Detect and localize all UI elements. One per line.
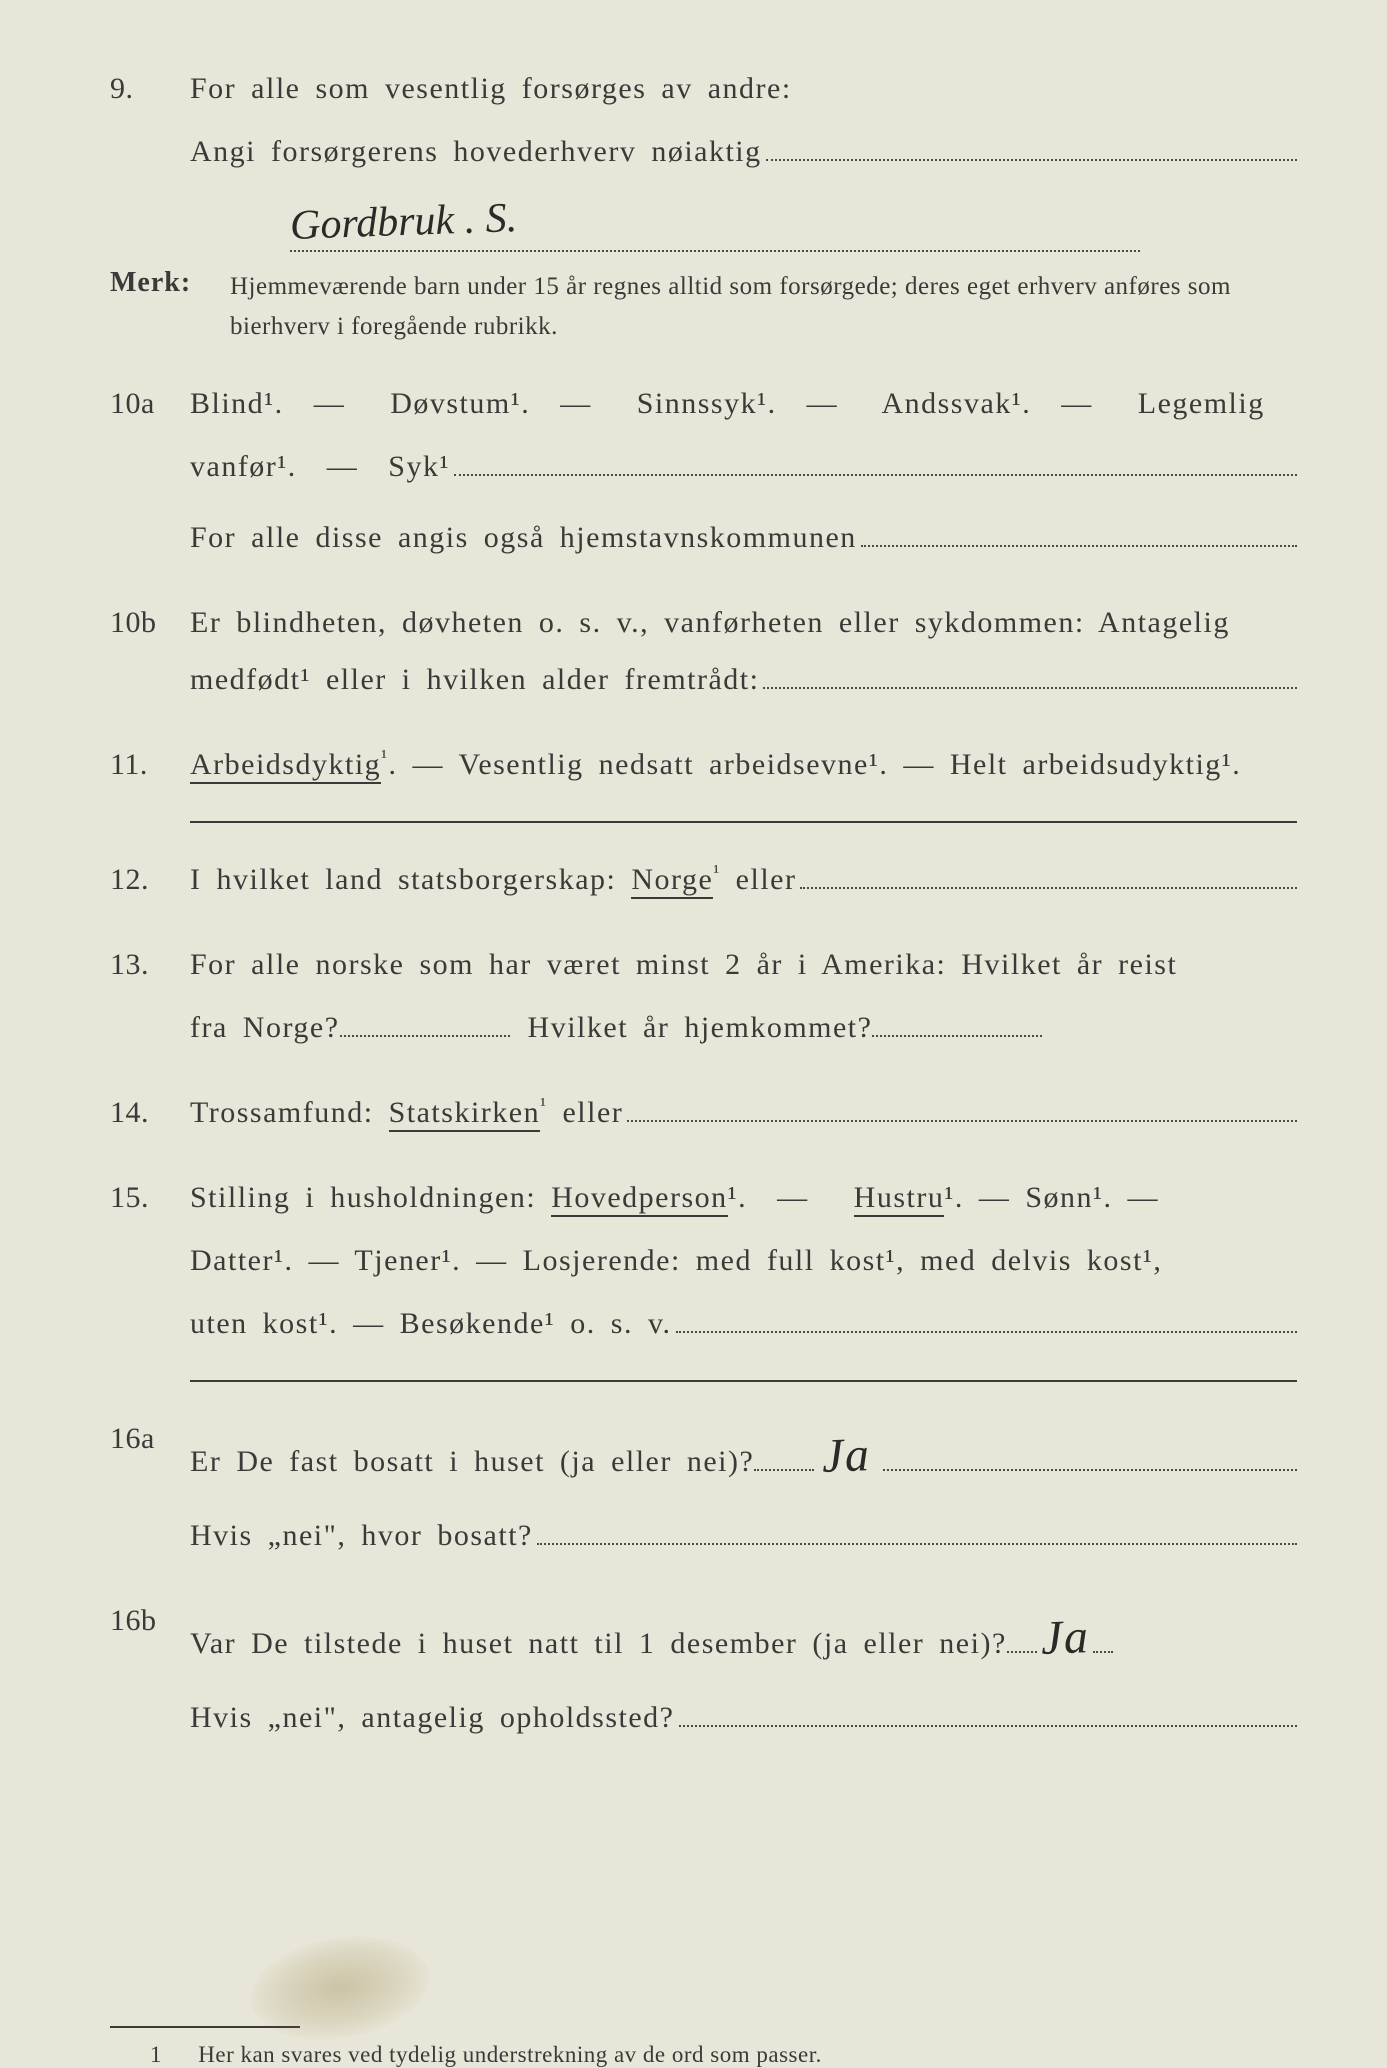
q15-content: Stilling i husholdningen: Hovedperson ¹. … (190, 1169, 1297, 1352)
question-13: 13. For alle norske som har været minst … (110, 936, 1297, 1056)
question-10b: 10b Er blindheten, døvheten o. s. v., va… (110, 594, 1297, 708)
q10b-number: 10b (110, 594, 190, 708)
q10a-opt-blind: Blind¹. (190, 387, 284, 420)
question-12: 12. I hvilket land statsborgerskap: Norg… (110, 851, 1297, 908)
q14-content: Trossamfund: Statskirken¹ eller (190, 1084, 1297, 1141)
q11-opt-arbeidsdyktig: Arbeidsdyktig (190, 748, 381, 784)
q16a-answer-ja: Ja (821, 1409, 872, 1502)
q14-fill (627, 1091, 1297, 1123)
q11-rest: . — Vesentlig nedsatt arbeidsevne¹. — He… (389, 748, 1242, 781)
q10a-line2: For alle disse angis også hjemstavnskomm… (190, 509, 857, 566)
q16b-q1: Var De tilstede i huset natt til 1 desem… (190, 1615, 1007, 1672)
q9-handwritten-answer: Gordbruk . S. (290, 198, 1140, 252)
question-16b: 16b Var De tilstede i huset natt til 1 d… (110, 1592, 1297, 1746)
q12-pre: I hvilket land statsborgerskap: (190, 863, 631, 896)
merk-text: Hjemmeværende barn under 15 år regnes al… (230, 267, 1297, 347)
q10a-opt-vanfor-syk: vanfør¹. — Syk¹ (190, 438, 450, 495)
q14-number: 14. (110, 1084, 190, 1141)
q12-line: I hvilket land statsborgerskap: Norge¹ e… (190, 851, 796, 908)
q13-fill-2 (872, 1004, 1042, 1037)
q16b-number: 16b (110, 1592, 190, 1746)
q11-content: Arbeidsdyktig¹. — Vesentlig nedsatt arbe… (190, 736, 1297, 793)
q16a-q2: Hvis „nei", hvor bosatt? (190, 1507, 533, 1564)
q13-content: For alle norske som har været minst 2 år… (190, 936, 1297, 1056)
q14-line: Trossamfund: Statskirken¹ eller (190, 1084, 623, 1141)
question-16a: 16a Er De fast bosatt i huset (ja eller … (110, 1410, 1297, 1564)
q16b-fill-2 (679, 1696, 1298, 1728)
q10b-text-1: Er blindheten, døvheten o. s. v., vanfør… (190, 606, 1230, 639)
q10b-fill (763, 658, 1297, 690)
q16b-content: Var De tilstede i huset natt til 1 desem… (190, 1592, 1297, 1746)
divider-1 (190, 821, 1297, 823)
merk-label: Merk: (110, 267, 230, 347)
paper-stain (243, 1924, 438, 2054)
q15-number: 15. (110, 1169, 190, 1352)
q10a-opt-legemlig: Legemlig (1138, 387, 1265, 420)
question-9: 9. For alle som vesentlig forsørges av a… (110, 60, 1297, 180)
q15-pre: Stilling i husholdningen: (190, 1181, 551, 1214)
q13-fill-1 (340, 1004, 510, 1037)
q10b-content: Er blindheten, døvheten o. s. v., vanfør… (190, 594, 1297, 708)
footnote-text: Her kan svares ved tydelig understreknin… (198, 2042, 822, 2067)
census-form-page: 9. For alle som vesentlig forsørges av a… (110, 60, 1297, 2068)
q14-post: eller (562, 1096, 623, 1129)
question-14: 14. Trossamfund: Statskirken¹ eller (110, 1084, 1297, 1141)
q12-number: 12. (110, 851, 190, 908)
divider-2 (190, 1380, 1297, 1382)
q9-dotted-fill (766, 130, 1297, 162)
q12-content: I hvilket land statsborgerskap: Norge¹ e… (190, 851, 1297, 908)
q14-pre: Trossamfund: (190, 1096, 389, 1129)
q15-opt-hustru: Hustru (854, 1181, 945, 1217)
q16a-fill-1b (883, 1440, 1297, 1472)
q10a-fill-1 (454, 445, 1297, 477)
q16b-answer-ja: Ja (1039, 1591, 1090, 1684)
q9-content: For alle som vesentlig forsørges av andr… (190, 60, 1297, 180)
q12-fill (800, 858, 1297, 890)
q16a-fill-1a (754, 1438, 814, 1471)
q15-rest1: ¹. — Sønn¹. — (944, 1181, 1159, 1214)
q16a-number: 16a (110, 1410, 190, 1564)
q13-line1: For alle norske som har været minst 2 år… (190, 936, 1297, 993)
q10a-content: Blind¹. — Døvstum¹. — Sinnssyk¹. — Andss… (190, 375, 1297, 566)
q16b-fill-1a (1007, 1620, 1037, 1653)
q10a-options: Blind¹. — Døvstum¹. — Sinnssyk¹. — Andss… (190, 375, 1297, 432)
q14-sup: ¹ (540, 1095, 547, 1116)
q9-handwriting-text: Gordbruk . S. (289, 194, 518, 250)
question-11: 11. Arbeidsdyktig¹. — Vesentlig nedsatt … (110, 736, 1297, 793)
q15-line1: Stilling i husholdningen: Hovedperson ¹. … (190, 1169, 1297, 1226)
footnote-number: 1 (150, 2042, 162, 2067)
q15-fill (676, 1302, 1297, 1334)
q13-line2b: Hvilket år hjemkommet? (528, 999, 873, 1056)
q12-opt-norge: Norge (631, 863, 713, 899)
q10a-opt-dovstum: Døvstum¹. (390, 387, 530, 420)
q16a-q1: Er De fast bosatt i huset (ja eller nei)… (190, 1433, 754, 1490)
q10a-opt-andssvak: Andssvak¹. (881, 387, 1031, 420)
merk-note: Merk: Hjemmeværende barn under 15 år reg… (110, 267, 1297, 347)
q15-line2: Datter¹. — Tjener¹. — Losjerende: med fu… (190, 1232, 1297, 1289)
q15-line3: uten kost¹. — Besøkende¹ o. s. v. (190, 1295, 672, 1352)
question-15: 15. Stilling i husholdningen: Hovedperso… (110, 1169, 1297, 1352)
q12-sup: ¹ (713, 862, 720, 883)
question-10a: 10a Blind¹. — Døvstum¹. — Sinnssyk¹. — A… (110, 375, 1297, 566)
footnote: 1 Her kan svares ved tydelig understrekn… (150, 2042, 1297, 2068)
q9-line1: For alle som vesentlig forsørges av andr… (190, 60, 1297, 117)
q13-number: 13. (110, 936, 190, 1056)
q16b-fill-1b (1093, 1620, 1113, 1653)
q16b-q2: Hvis „nei", antagelig opholdssted? (190, 1689, 675, 1746)
q10a-number: 10a (110, 375, 190, 566)
q9-line2-pre: Angi forsørgerens hovederhverv nøiaktig (190, 123, 762, 180)
q10a-fill-2 (861, 516, 1297, 548)
q16a-content: Er De fast bosatt i huset (ja eller nei)… (190, 1410, 1297, 1564)
q10a-opt-sinnssyk: Sinnssyk¹. (637, 387, 777, 420)
q15-opt-hovedperson: Hovedperson (551, 1181, 727, 1217)
q14-opt-statskirken: Statskirken (389, 1096, 541, 1132)
q16a-fill-2 (537, 1514, 1297, 1546)
q9-number: 9. (110, 60, 190, 180)
q11-number: 11. (110, 736, 190, 793)
q12-post: eller (736, 863, 797, 896)
q11-sup: ¹ (381, 747, 388, 768)
q13-line2a: fra Norge? (190, 999, 340, 1056)
q10b-text-2: medfødt¹ eller i hvilken alder fremtrådt… (190, 651, 759, 708)
